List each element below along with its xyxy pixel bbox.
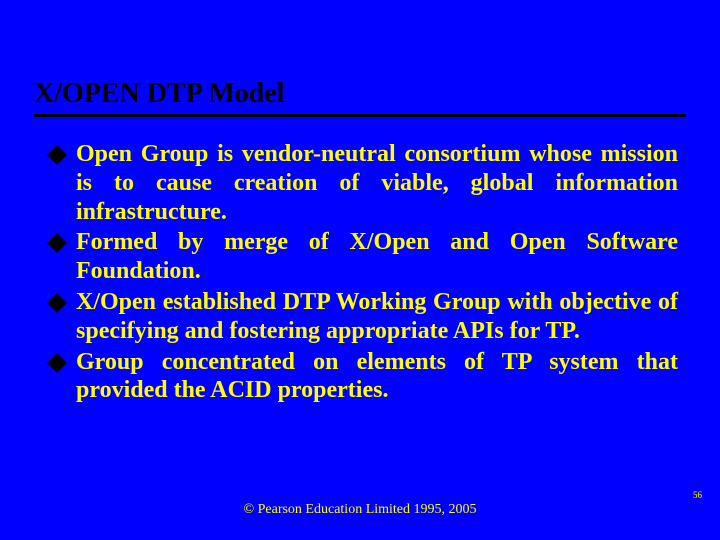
slide-body: Open Group is vendor-neutral consortium … bbox=[50, 140, 678, 407]
slide: X/OPEN DTP Model Open Group is vendor-ne… bbox=[0, 0, 720, 540]
list-item: Group concentrated on elements of TP sys… bbox=[50, 348, 678, 406]
diamond-icon bbox=[47, 233, 67, 253]
title-underline: X/OPEN DTP Model bbox=[34, 78, 686, 117]
list-item: X/Open established DTP Working Group wit… bbox=[50, 288, 678, 346]
slide-footer: © Pearson Education Limited 1995, 2005 bbox=[0, 502, 720, 518]
bullet-text: Group concentrated on elements of TP sys… bbox=[76, 348, 678, 406]
bullet-text: Open Group is vendor-neutral consortium … bbox=[76, 140, 678, 226]
slide-title: X/OPEN DTP Model bbox=[34, 78, 686, 110]
list-item: Formed by merge of X/Open and Open Softw… bbox=[50, 228, 678, 286]
diamond-icon bbox=[47, 145, 67, 165]
bullet-text: Formed by merge of X/Open and Open Softw… bbox=[76, 228, 678, 286]
diamond-icon bbox=[47, 353, 67, 373]
bullet-text: X/Open established DTP Working Group wit… bbox=[76, 288, 678, 346]
page-number: 56 bbox=[693, 490, 702, 500]
list-item: Open Group is vendor-neutral consortium … bbox=[50, 140, 678, 226]
diamond-icon bbox=[47, 293, 67, 313]
